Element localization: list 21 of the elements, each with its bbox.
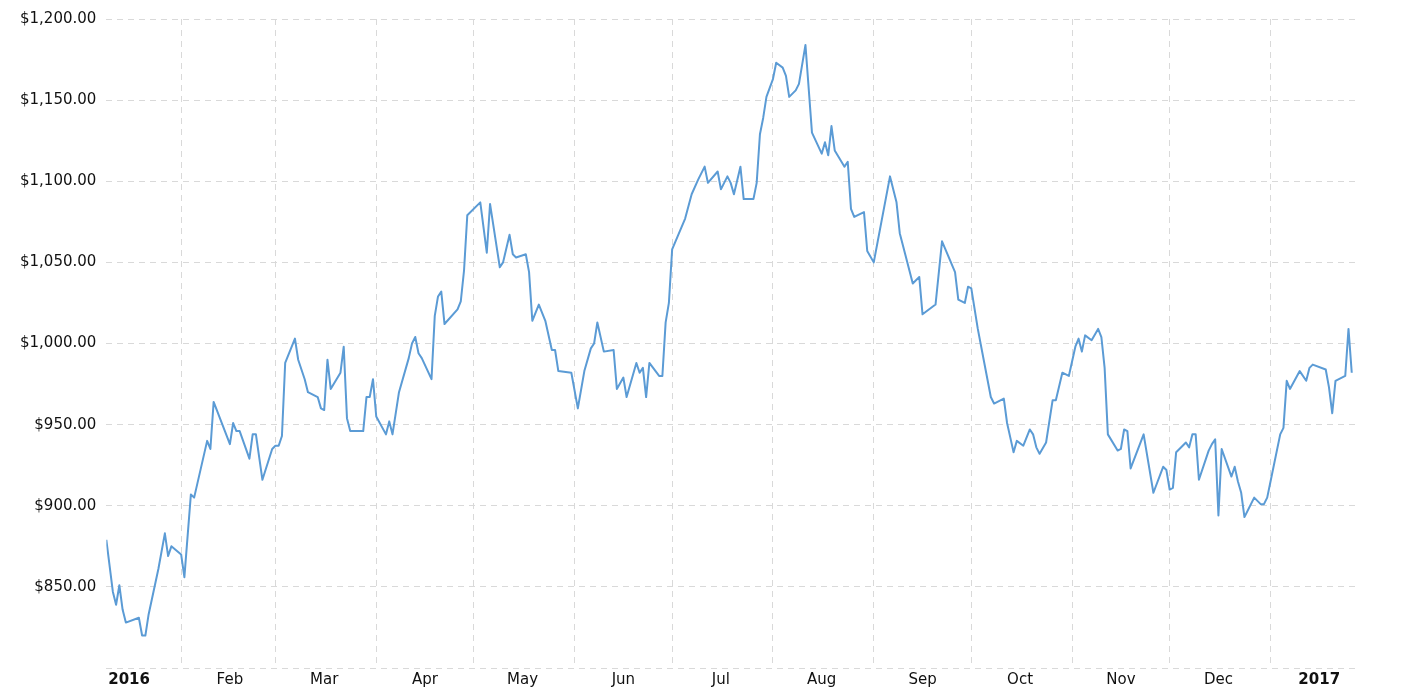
x-tick-label: Mar: [310, 669, 340, 688]
x-tick-label: 2016: [108, 669, 150, 688]
x-tick-label: Dec: [1203, 669, 1233, 688]
y-tick-label: $1,050.00: [20, 252, 97, 271]
y-tick-label: $1,150.00: [20, 90, 97, 109]
x-tick-label: Apr: [412, 669, 439, 688]
x-tick-label: May: [507, 669, 539, 688]
x-tick-label: Oct: [1007, 669, 1034, 688]
y-tick-label: $1,200.00: [20, 8, 97, 27]
y-tick-label: $1,000.00: [20, 333, 97, 352]
x-tick-label: Feb: [216, 669, 244, 688]
x-tick-label: Nov: [1106, 669, 1136, 688]
x-tick-label: Jul: [710, 669, 730, 688]
y-tick-label: $950.00: [34, 414, 97, 433]
y-tick-label: $1,100.00: [20, 171, 97, 190]
y-tick-label: $850.00: [34, 576, 97, 595]
x-tick-label: Sep: [908, 669, 937, 688]
y-tick-label: $900.00: [34, 495, 97, 514]
x-tick-label: Aug: [807, 669, 837, 688]
x-tick-label: Jun: [610, 669, 636, 688]
x-tick-label: 2017: [1298, 669, 1341, 688]
